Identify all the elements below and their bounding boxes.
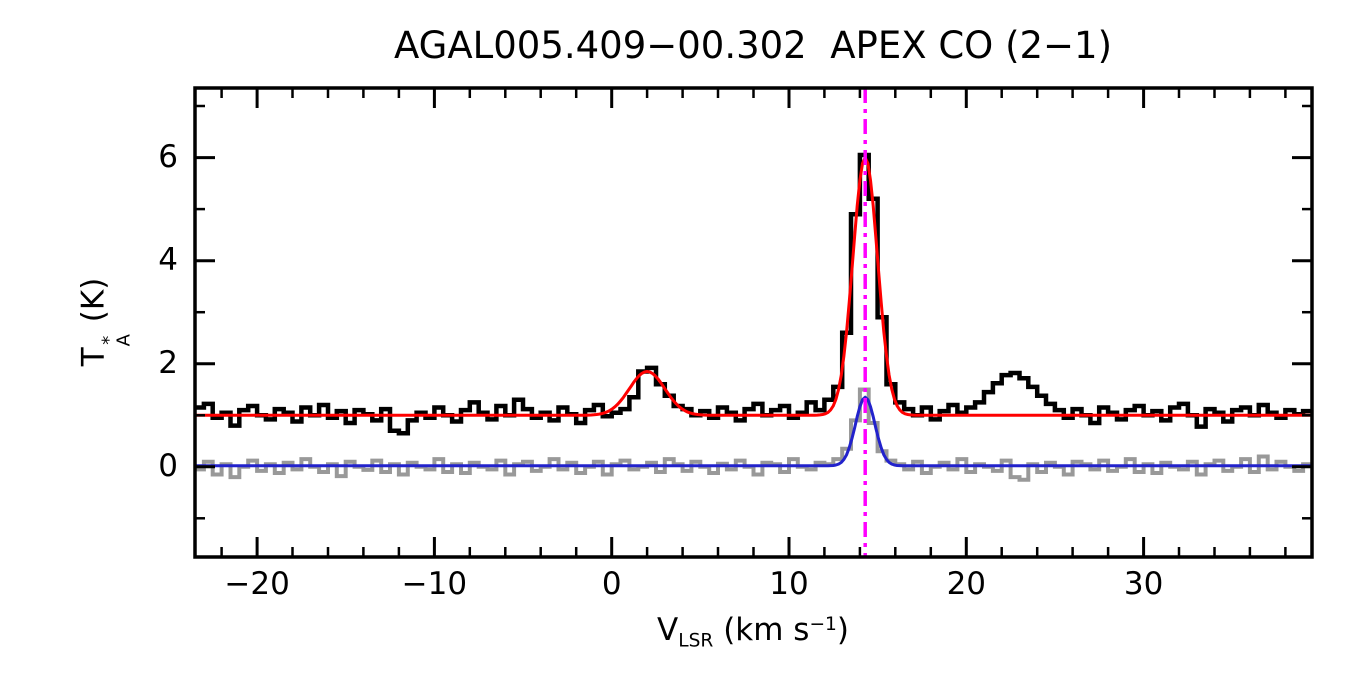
x-tick-label: 20: [946, 566, 987, 602]
x-axis-label: VLSR (km s−1): [657, 612, 849, 652]
red-fit-line: [195, 156, 1312, 417]
x-tick-label: 30: [1123, 566, 1164, 602]
x-tick-label: −10: [401, 566, 468, 602]
y-tick-label: 2: [158, 344, 178, 381]
x-tick-label: 0: [601, 566, 622, 602]
x-axis-label-sub: LSR: [678, 630, 714, 652]
y-tick-label: 0: [158, 447, 178, 484]
y-tick-label: 4: [158, 241, 178, 278]
x-axis-label-unit-pre: (km s: [713, 612, 810, 648]
x-axis-label-main: V: [657, 612, 679, 648]
black-histogram: [195, 152, 1312, 436]
blue-fit-line: [195, 395, 1312, 468]
x-tick-label: −20: [224, 566, 290, 602]
plot-title: AGAL005.409−00.302 APEX CO (2−1): [393, 24, 1113, 67]
x-tick-labels: −20 −10 0 10 20 30: [0, 566, 1350, 606]
x-axis-label-sup: −1: [809, 613, 837, 635]
x-tick-label: 10: [769, 566, 809, 602]
x-axis-label-unit-post: ): [836, 612, 849, 648]
y-tick-label: 6: [158, 138, 178, 175]
